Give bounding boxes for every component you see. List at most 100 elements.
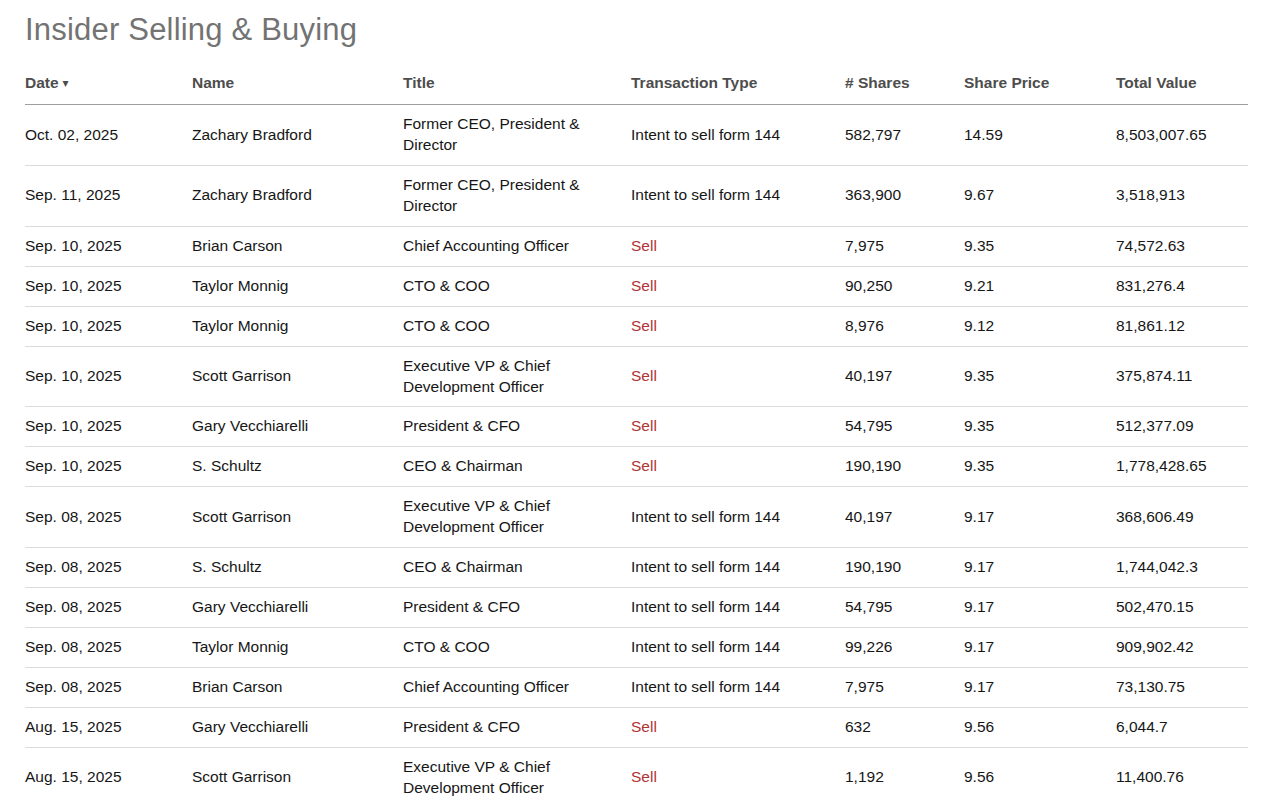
cell-name: Zachary Bradford [192,166,403,227]
column-header-name[interactable]: Name [192,62,403,105]
cell-name: Taylor Monnig [192,628,403,668]
cell-date: Sep. 10, 2025 [25,306,192,346]
cell-transaction-type: Intent to sell form 144 [631,105,845,166]
table-row: Sep. 10, 2025 Taylor Monnig CTO & COO Se… [25,306,1248,346]
cell-share-price: 9.35 [964,407,1116,447]
cell-date: Aug. 15, 2025 [25,747,192,800]
table-row: Sep. 10, 2025 Gary Vecchiarelli Presiden… [25,407,1248,447]
cell-shares: 7,975 [845,226,964,266]
table-body: Oct. 02, 2025 Zachary Bradford Former CE… [25,105,1248,800]
cell-transaction-type: Sell [631,346,845,407]
cell-title: Executive VP & Chief Development Officer [403,747,631,800]
cell-date: Sep. 10, 2025 [25,447,192,487]
cell-date: Oct. 02, 2025 [25,105,192,166]
cell-name: Gary Vecchiarelli [192,407,403,447]
cell-title: Former CEO, President & Director [403,166,631,227]
cell-date: Sep. 10, 2025 [25,266,192,306]
table-header-row: Date▾ Name Title Transaction Type # Shar… [25,62,1248,105]
cell-total-value: 831,276.4 [1116,266,1248,306]
cell-title: Executive VP & Chief Development Officer [403,487,631,548]
cell-total-value: 1,778,428.65 [1116,447,1248,487]
insider-transactions-table: Date▾ Name Title Transaction Type # Shar… [25,62,1248,800]
cell-title: CTO & COO [403,628,631,668]
cell-transaction-type: Intent to sell form 144 [631,166,845,227]
cell-share-price: 14.59 [964,105,1116,166]
cell-transaction-type: Intent to sell form 144 [631,628,845,668]
cell-transaction-type: Sell [631,747,845,800]
table-row: Sep. 11, 2025 Zachary Bradford Former CE… [25,166,1248,227]
cell-name: Gary Vecchiarelli [192,588,403,628]
cell-total-value: 11,400.76 [1116,747,1248,800]
cell-shares: 363,900 [845,166,964,227]
cell-shares: 54,795 [845,588,964,628]
cell-shares: 1,192 [845,747,964,800]
cell-transaction-type: Intent to sell form 144 [631,487,845,548]
insider-trading-page: Insider Selling & Buying Date▾ Name Titl… [0,11,1280,800]
cell-title: President & CFO [403,588,631,628]
table-row: Sep. 08, 2025 Scott Garrison Executive V… [25,487,1248,548]
cell-total-value: 73,130.75 [1116,667,1248,707]
column-header-share-price[interactable]: Share Price [964,62,1116,105]
table-row: Aug. 15, 2025 Gary Vecchiarelli Presiden… [25,707,1248,747]
cell-title: CTO & COO [403,266,631,306]
cell-name: Scott Garrison [192,747,403,800]
cell-shares: 99,226 [845,628,964,668]
column-header-shares[interactable]: # Shares [845,62,964,105]
cell-total-value: 81,861.12 [1116,306,1248,346]
cell-transaction-type: Intent to sell form 144 [631,588,845,628]
cell-shares: 190,190 [845,548,964,588]
cell-date: Sep. 08, 2025 [25,588,192,628]
cell-name: Zachary Bradford [192,105,403,166]
column-header-date[interactable]: Date▾ [25,62,192,105]
cell-transaction-type: Sell [631,226,845,266]
cell-date: Sep. 10, 2025 [25,226,192,266]
cell-name: Taylor Monnig [192,306,403,346]
cell-share-price: 9.35 [964,447,1116,487]
cell-transaction-type: Intent to sell form 144 [631,667,845,707]
cell-share-price: 9.56 [964,707,1116,747]
cell-transaction-type: Sell [631,447,845,487]
cell-title: President & CFO [403,407,631,447]
cell-date: Sep. 10, 2025 [25,407,192,447]
column-header-title[interactable]: Title [403,62,631,105]
cell-total-value: 502,470.15 [1116,588,1248,628]
cell-share-price: 9.17 [964,667,1116,707]
cell-shares: 90,250 [845,266,964,306]
cell-total-value: 368,606.49 [1116,487,1248,548]
cell-date: Aug. 15, 2025 [25,707,192,747]
cell-title: CTO & COO [403,306,631,346]
cell-transaction-type: Sell [631,707,845,747]
cell-shares: 190,190 [845,447,964,487]
cell-name: Brian Carson [192,226,403,266]
cell-name: Brian Carson [192,667,403,707]
cell-shares: 632 [845,707,964,747]
cell-shares: 7,975 [845,667,964,707]
cell-share-price: 9.67 [964,166,1116,227]
cell-total-value: 3,518,913 [1116,166,1248,227]
cell-date: Sep. 11, 2025 [25,166,192,227]
table-row: Sep. 10, 2025 Taylor Monnig CTO & COO Se… [25,266,1248,306]
cell-transaction-type: Sell [631,266,845,306]
cell-total-value: 1,744,042.3 [1116,548,1248,588]
cell-date: Sep. 08, 2025 [25,667,192,707]
cell-share-price: 9.17 [964,628,1116,668]
cell-total-value: 6,044.7 [1116,707,1248,747]
column-header-transaction-type[interactable]: Transaction Type [631,62,845,105]
cell-total-value: 375,874.11 [1116,346,1248,407]
cell-share-price: 9.56 [964,747,1116,800]
cell-shares: 40,197 [845,346,964,407]
cell-share-price: 9.17 [964,548,1116,588]
cell-name: S. Schultz [192,548,403,588]
sort-desc-icon: ▾ [63,76,69,90]
cell-shares: 54,795 [845,407,964,447]
table-row: Sep. 08, 2025 Gary Vecchiarelli Presiden… [25,588,1248,628]
table-row: Sep. 08, 2025 Taylor Monnig CTO & COO In… [25,628,1248,668]
cell-share-price: 9.12 [964,306,1116,346]
table-row: Aug. 15, 2025 Scott Garrison Executive V… [25,747,1248,800]
cell-name: S. Schultz [192,447,403,487]
table-row: Sep. 08, 2025 Brian Carson Chief Account… [25,667,1248,707]
cell-date: Sep. 08, 2025 [25,628,192,668]
cell-title: Chief Accounting Officer [403,226,631,266]
table-row: Sep. 10, 2025 Scott Garrison Executive V… [25,346,1248,407]
column-header-total-value[interactable]: Total Value [1116,62,1248,105]
